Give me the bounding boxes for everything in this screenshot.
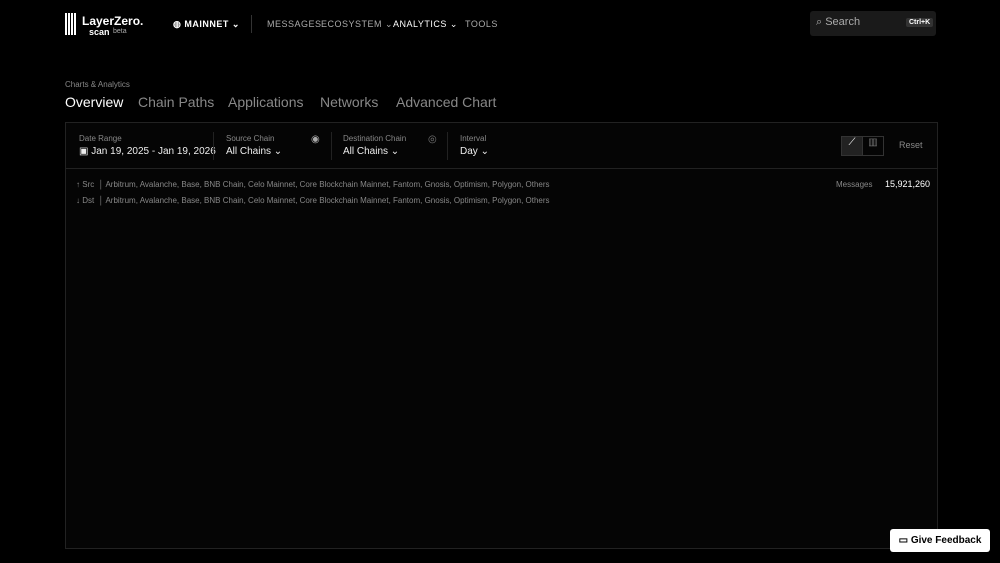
- filter-value[interactable]: All Chains ⌄: [226, 146, 283, 157]
- reset[interactable]: Reset: [899, 140, 923, 150]
- logo-sub: scan: [89, 27, 110, 37]
- shortcut: Ctrl+K: [906, 18, 934, 27]
- filter-label: Date Range: [79, 134, 122, 143]
- filter-label: Interval: [460, 134, 487, 143]
- filter-label: Source Chain: [226, 134, 275, 143]
- stat-label: Messages: [836, 180, 873, 189]
- filter-value[interactable]: ▣ Jan 19, 2025 - Jan 19, 2026: [79, 146, 216, 157]
- bar-toggle[interactable]: ▥: [862, 136, 884, 156]
- panel: [65, 122, 938, 549]
- divider: [251, 15, 252, 33]
- feedback-button[interactable]: ▭ Give Feedback: [890, 529, 990, 552]
- line-toggle[interactable]: ⟋: [841, 136, 863, 156]
- nav-item[interactable]: ECOSYSTEM ⌄: [321, 19, 394, 29]
- eye-off-icon[interactable]: ◎: [428, 134, 437, 145]
- divider: [331, 132, 332, 160]
- filter-label: Destination Chain: [343, 134, 407, 143]
- filter-text: Day: [460, 146, 478, 157]
- src-legend: ↑ Src │ Arbitrum, Avalanche, Base, BNB C…: [76, 180, 550, 189]
- feedback-text: Give Feedback: [910, 535, 982, 546]
- dst-chains: Arbitrum, Avalanche, Base, BNB Chain, Ce…: [105, 196, 550, 205]
- filter-value[interactable]: Day ⌄: [460, 146, 489, 157]
- logo-icon: [65, 13, 77, 35]
- eye-icon[interactable]: ◉: [311, 134, 320, 145]
- divider: [213, 132, 214, 160]
- stat-value: 15,921,260: [885, 179, 931, 189]
- nav-text: ECOSYSTEM: [321, 19, 383, 29]
- tab[interactable]: Networks: [320, 94, 379, 110]
- nav-item[interactable]: ANALYTICS ⌄: [393, 19, 458, 29]
- network: MAINNET: [184, 19, 229, 29]
- search-text: Search: [825, 16, 861, 28]
- nav-text: ANALYTICS: [393, 19, 447, 29]
- breadcrumb: Charts & Analytics: [65, 80, 130, 89]
- filter-text: All Chains: [343, 146, 389, 157]
- tab[interactable]: Applications: [228, 94, 304, 110]
- src-label: Src: [82, 180, 95, 189]
- logo-badge: beta: [113, 28, 127, 35]
- filter-value[interactable]: All Chains ⌄: [343, 146, 400, 157]
- filter-text: All Chains: [226, 146, 272, 157]
- nav-item[interactable]: TOOLS: [465, 19, 498, 29]
- search: ⌕ Search: [816, 16, 861, 28]
- tab[interactable]: Advanced Chart: [396, 94, 497, 110]
- network-select[interactable]: ◍ MAINNET ⌄: [173, 19, 240, 29]
- dst-label: Dst: [82, 196, 95, 205]
- tab[interactable]: Chain Paths: [138, 94, 215, 110]
- divider: [447, 132, 448, 160]
- divider: [66, 168, 937, 169]
- tab[interactable]: Overview: [65, 94, 124, 110]
- dst-legend: ↓ Dst │ Arbitrum, Avalanche, Base, BNB C…: [76, 196, 550, 205]
- nav-item[interactable]: MESSAGES: [267, 19, 322, 29]
- src-chains: Arbitrum, Avalanche, Base, BNB Chain, Ce…: [105, 180, 550, 189]
- filter-text: Jan 19, 2025 - Jan 19, 2026: [91, 146, 216, 157]
- logo[interactable]: LayerZero.: [82, 14, 144, 28]
